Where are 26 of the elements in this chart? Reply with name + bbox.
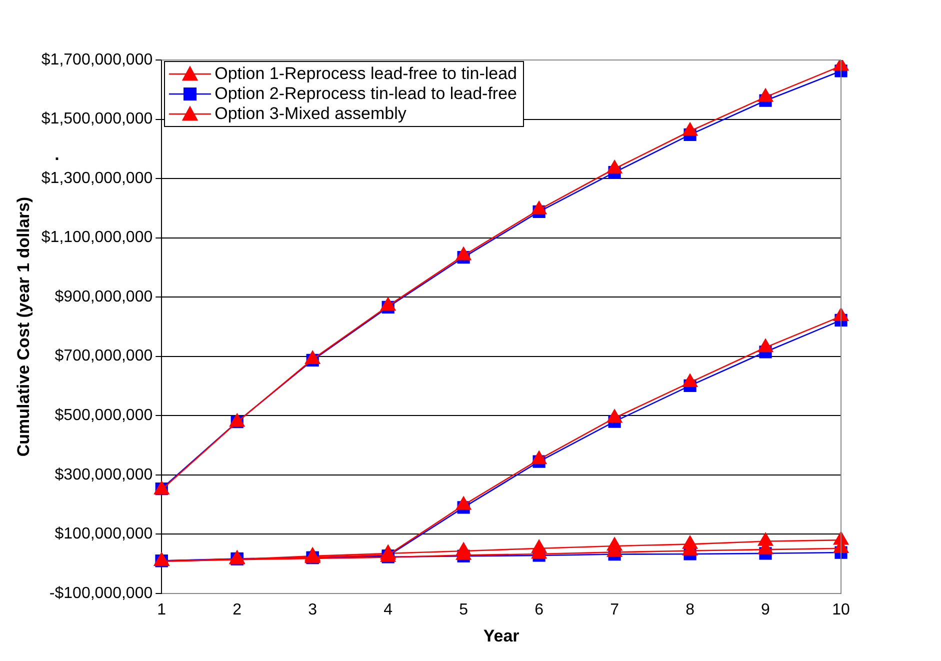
- legend-label: Option 1-Reprocess lead-free to tin-lead: [214, 64, 517, 84]
- y-tick-label: -$100,000,000: [49, 584, 153, 602]
- x-tick-label: 8: [686, 601, 695, 618]
- x-tick-label: 9: [761, 601, 770, 618]
- x-tick-label: 2: [232, 601, 242, 618]
- y-tick-label: $700,000,000: [54, 348, 153, 365]
- x-tick-label: 1: [157, 601, 166, 618]
- y-tick-label: $900,000,000: [54, 288, 153, 306]
- x-tick-label: 4: [384, 601, 393, 618]
- x-tick-label: 10: [832, 601, 850, 618]
- y-tick-label: $1,100,000,000: [41, 229, 153, 246]
- y-tick-label: $1,300,000,000: [41, 170, 153, 187]
- y-axis-title: Cumulative Cost (year 1 dollars): [14, 196, 33, 457]
- y-tick-label: $1,700,000,000: [41, 51, 153, 68]
- y-tick-label: $100,000,000: [54, 526, 153, 543]
- x-tick-label: 5: [459, 601, 468, 618]
- y-tick-label: $1,500,000,000: [41, 110, 153, 128]
- x-tick-label: 3: [308, 601, 318, 618]
- legend-label: Option 3-Mixed assembly: [214, 104, 406, 124]
- text: .: [54, 145, 60, 164]
- x-tick-label: 6: [534, 601, 544, 618]
- y-tick-label: $300,000,000: [54, 466, 153, 484]
- y-tick-label: $500,000,000: [54, 407, 153, 424]
- x-axis-title: Year: [483, 626, 520, 646]
- legend-label: Option 2-Reprocess tin-lead to lead-free: [214, 84, 517, 104]
- x-tick-label: 7: [610, 601, 620, 618]
